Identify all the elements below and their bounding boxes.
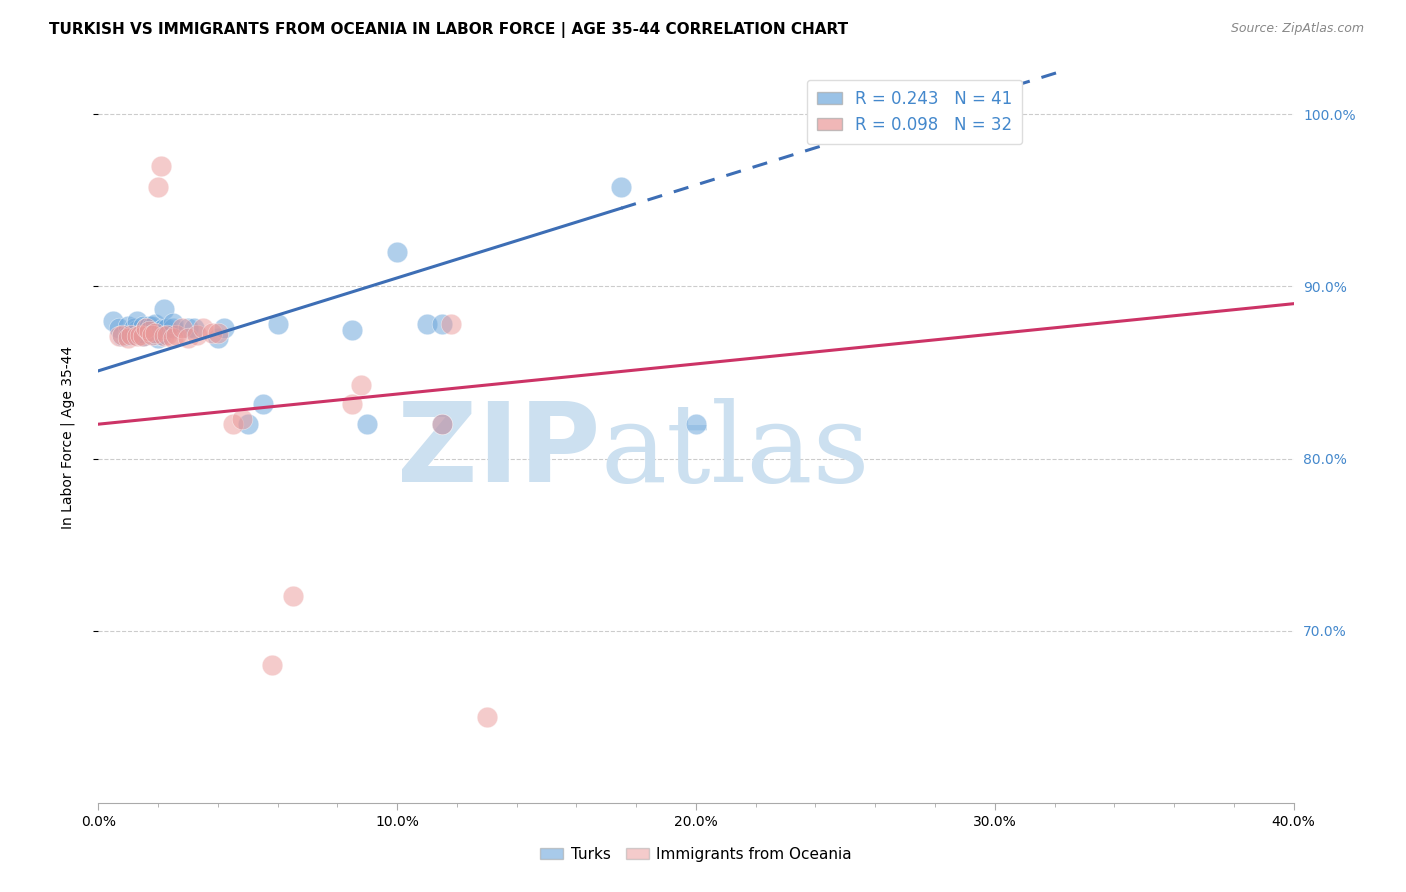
Point: [260, 658, 283, 673]
Text: TURKISH VS IMMIGRANTS FROM OCEANIA IN LABOR FORCE | AGE 35-44 CORRELATION CHART: TURKISH VS IMMIGRANTS FROM OCEANIA IN LA…: [49, 22, 848, 38]
Point: [440, 318, 463, 332]
Point: [127, 314, 149, 328]
Point: [177, 331, 200, 345]
Point: [201, 326, 224, 340]
Point: [356, 417, 378, 432]
Point: [685, 417, 707, 432]
Point: [124, 327, 146, 342]
Point: [141, 327, 163, 342]
Point: [231, 412, 253, 426]
Point: [430, 417, 453, 432]
Point: [132, 319, 155, 334]
Point: [267, 318, 290, 332]
Point: [191, 320, 214, 334]
Point: [108, 329, 131, 343]
Point: [108, 320, 131, 334]
Point: [385, 245, 409, 260]
Point: [111, 327, 134, 342]
Point: [475, 710, 498, 724]
Point: [127, 322, 149, 336]
Point: [416, 318, 439, 332]
Point: [148, 327, 170, 342]
Point: [156, 327, 179, 342]
Point: [153, 301, 176, 316]
Text: atlas: atlas: [600, 398, 870, 505]
Point: [350, 377, 373, 392]
Text: Source: ZipAtlas.com: Source: ZipAtlas.com: [1230, 22, 1364, 36]
Point: [165, 327, 187, 342]
Point: [610, 179, 633, 194]
Point: [124, 320, 146, 334]
Point: [150, 159, 173, 173]
Point: [141, 326, 163, 340]
Point: [207, 326, 229, 340]
Point: [207, 331, 229, 345]
Point: [132, 329, 155, 343]
Point: [129, 327, 152, 342]
Point: [212, 320, 235, 334]
Point: [117, 331, 139, 345]
Point: [135, 320, 157, 334]
Point: [236, 417, 259, 432]
Point: [183, 320, 205, 334]
Point: [148, 331, 170, 345]
Point: [148, 179, 170, 194]
Point: [162, 316, 184, 330]
Point: [141, 319, 163, 334]
Point: [342, 322, 364, 336]
Point: [138, 319, 160, 334]
Point: [222, 417, 245, 432]
Point: [156, 320, 179, 334]
Point: [120, 327, 142, 342]
Point: [111, 329, 134, 343]
Point: [162, 320, 184, 334]
Point: [143, 326, 166, 340]
Y-axis label: In Labor Force | Age 35-44: In Labor Force | Age 35-44: [60, 345, 75, 529]
Point: [135, 320, 157, 334]
Point: [132, 329, 155, 343]
Point: [281, 589, 304, 603]
Point: [150, 327, 173, 342]
Legend: Turks, Immigrants from Oceania: Turks, Immigrants from Oceania: [534, 841, 858, 868]
Point: [162, 331, 184, 345]
Text: ZIP: ZIP: [396, 398, 600, 505]
Point: [117, 327, 139, 342]
Point: [252, 396, 274, 410]
Point: [127, 329, 149, 343]
Point: [138, 324, 160, 338]
Point: [172, 320, 194, 334]
Point: [153, 329, 176, 343]
Point: [430, 417, 453, 432]
Point: [103, 314, 125, 328]
Point: [430, 318, 453, 332]
Point: [150, 322, 173, 336]
Point: [153, 320, 176, 334]
Point: [117, 319, 139, 334]
Point: [143, 318, 166, 332]
Point: [186, 327, 208, 342]
Point: [177, 320, 200, 334]
Point: [132, 326, 155, 340]
Point: [342, 396, 364, 410]
